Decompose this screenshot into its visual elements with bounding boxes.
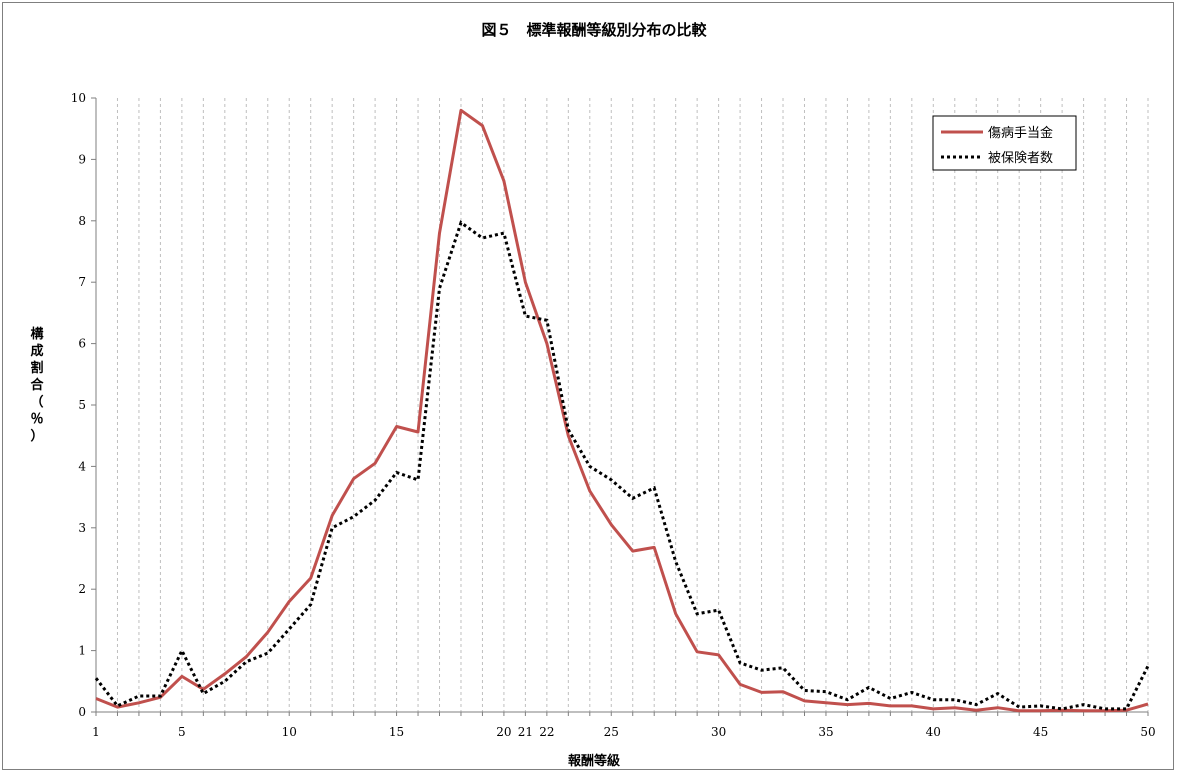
legend-label-2: 被保険者数 bbox=[988, 151, 1053, 166]
x-axis-label: 報酬等級 bbox=[568, 753, 620, 769]
x-tick-label: 22 bbox=[539, 725, 554, 739]
x-tick-label: 30 bbox=[711, 725, 726, 739]
y-tick-label: 10 bbox=[71, 91, 86, 105]
x-tick-label: 25 bbox=[604, 725, 619, 739]
y-tick-label: 8 bbox=[78, 214, 86, 228]
y-tick-label: 4 bbox=[78, 459, 86, 473]
y-tick-label: 5 bbox=[78, 398, 86, 412]
y-tick-label: 9 bbox=[78, 152, 86, 166]
x-tick-label: 15 bbox=[389, 725, 404, 739]
legend-box bbox=[932, 115, 1077, 171]
x-tick-label: 45 bbox=[1033, 725, 1048, 739]
series-line-1 bbox=[95, 108, 1149, 713]
x-tick-label: 40 bbox=[926, 725, 941, 739]
x-tick-label: 50 bbox=[1140, 725, 1155, 739]
y-tick-label: 0 bbox=[78, 705, 86, 719]
x-tick-label: 21 bbox=[518, 725, 533, 739]
series-line-2 bbox=[94, 220, 1150, 711]
y-tick-label: 7 bbox=[78, 275, 86, 289]
x-tick-label: 10 bbox=[282, 725, 297, 739]
y-tick-label: 1 bbox=[78, 644, 86, 658]
y-tick-label: 2 bbox=[78, 582, 86, 596]
legend-label-1: 傷病手当金 bbox=[988, 125, 1053, 141]
chart-title: 図５ 標準報酬等級別分布の比較 bbox=[481, 21, 707, 39]
x-tick-label: 5 bbox=[178, 725, 186, 739]
x-tick-label: 1 bbox=[92, 725, 100, 739]
y-tick-label: 3 bbox=[78, 521, 86, 535]
y-axis-label: 構成割合（％） bbox=[30, 326, 44, 444]
x-tick-label: 35 bbox=[818, 725, 833, 739]
x-tick-label: 20 bbox=[496, 725, 511, 739]
y-tick-label: 6 bbox=[78, 337, 86, 351]
